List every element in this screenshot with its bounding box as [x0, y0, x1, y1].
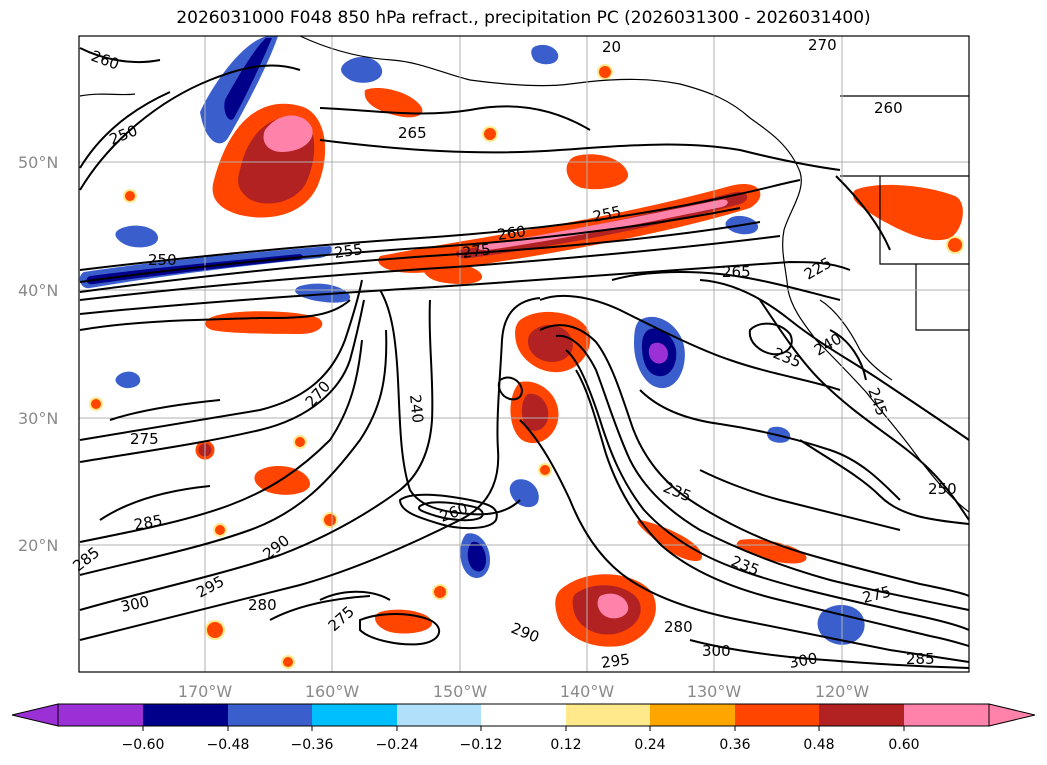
- colorbar-segment: [58, 704, 143, 726]
- refractivity-contours: [79, 47, 970, 669]
- precip-area-blue: [531, 44, 559, 65]
- precip-area-darkblue: [224, 38, 272, 120]
- contour-label: 270: [808, 36, 837, 54]
- precip-spot: [281, 655, 295, 669]
- contour-label: 295: [600, 650, 631, 672]
- precip-area-orange: [637, 520, 703, 562]
- precip-area-purple: [648, 342, 668, 364]
- longitude-labels: 170°W 160°W 150°W 140°W 130°W 120°W: [178, 682, 870, 701]
- colorbar-high-extension: [988, 703, 1036, 727]
- colorbar-segment: [650, 704, 735, 726]
- contour-label: 250: [928, 480, 957, 498]
- contour-label: 260: [496, 222, 527, 244]
- contour-label: 20: [602, 38, 621, 56]
- precip-area-darkred: [521, 393, 549, 431]
- contour-label: 260: [874, 99, 903, 117]
- contour-label: 255: [333, 240, 364, 262]
- colorbar-segment: [566, 704, 650, 726]
- precip-spot: [432, 584, 448, 600]
- precip-area-darkblue: [467, 541, 486, 572]
- lat-label: 20°N: [18, 536, 58, 555]
- precip-area-orange: [205, 311, 323, 334]
- colorbar-segment: [819, 704, 904, 726]
- contour-label: 300: [119, 592, 151, 616]
- precip-area-pink: [597, 593, 629, 619]
- precip-spot: [89, 397, 103, 411]
- precip-area-orange: [566, 154, 629, 190]
- colorbar-tick-label: −0.48: [207, 737, 250, 753]
- contour-label: 255: [591, 202, 623, 226]
- contour-label: 285: [906, 650, 935, 668]
- precip-area-blue: [817, 605, 865, 645]
- colorbar-segment: [904, 704, 989, 726]
- lon-label: 170°W: [178, 682, 233, 701]
- latitude-labels: 50°N 40°N 30°N 20°N: [18, 153, 58, 555]
- colorbar-outline: [57, 703, 990, 727]
- precip-spot: [293, 435, 307, 449]
- colorbar-tick-label: −0.60: [122, 737, 165, 753]
- colorbar-tick-label: −0.12: [460, 737, 503, 753]
- map-frame: [78, 35, 970, 673]
- contour-label: 275: [461, 240, 492, 262]
- lon-label: 120°W: [815, 682, 870, 701]
- colorbar: −0.60 −0.48 −0.36 −0.24 −0.12 0.12 0.24 …: [11, 703, 1036, 753]
- lon-label: 150°W: [433, 682, 488, 701]
- contour-label: 275: [130, 430, 159, 448]
- precip-area-pink: [263, 115, 313, 152]
- precip-area-blue: [115, 371, 141, 389]
- contour-label: 265: [722, 263, 751, 281]
- colorbar-segment: [228, 704, 312, 726]
- colorbar-segment: [312, 704, 397, 726]
- lat-label: 30°N: [18, 409, 58, 428]
- colorbar-segment: [143, 704, 228, 726]
- contour-label: 265: [398, 124, 427, 142]
- colorbar-segment: [397, 704, 481, 726]
- colorbar-low-extension: [11, 703, 59, 727]
- precip-spot: [123, 189, 137, 203]
- precip-spot: [482, 126, 498, 142]
- contour-label: 280: [664, 618, 693, 636]
- contour-label: 300: [788, 649, 819, 672]
- colorbar-tick-label: 0.60: [888, 737, 919, 753]
- contour-label: 280: [248, 596, 277, 614]
- precip-spot: [597, 64, 613, 80]
- colorbar-segment: [735, 704, 819, 726]
- colorbar-tick-label: −0.36: [291, 737, 334, 753]
- colorbar-tick-label: 0.48: [803, 737, 834, 753]
- precip-area-blue: [341, 56, 383, 83]
- precip-spot: [538, 463, 552, 477]
- lon-label: 140°W: [560, 682, 615, 701]
- precip-spot: [205, 620, 225, 640]
- contour-label: 240: [406, 394, 427, 424]
- precip-spot: [946, 236, 964, 254]
- lon-label: 160°W: [305, 682, 360, 701]
- lon-label: 130°W: [687, 682, 742, 701]
- precip-area-blue: [509, 479, 539, 508]
- colorbar-tick-label: 0.36: [719, 737, 750, 753]
- lat-label: 50°N: [18, 153, 58, 172]
- contour-label: 300: [702, 642, 731, 660]
- map-title: 2026031000 F048 850 hPa refract., precip…: [176, 8, 871, 28]
- precip-area-orange: [364, 87, 423, 118]
- colorbar-segment: [481, 704, 566, 726]
- precip-spot: [213, 523, 227, 537]
- precip-area-blue: [115, 225, 158, 248]
- contour-label: 285: [133, 511, 164, 534]
- precip-area-darkred: [528, 325, 573, 362]
- lat-label: 40°N: [18, 281, 58, 300]
- colorbar-tick-label: −0.24: [376, 737, 419, 753]
- contour-labels: 260 250 265 270 260 250 255 260 275 255 …: [69, 36, 956, 672]
- contour-label: 250: [148, 251, 177, 269]
- graticule: [79, 36, 969, 672]
- precip-area-blue: [295, 283, 351, 303]
- colorbar-tick-label: 0.12: [550, 737, 581, 753]
- colorbar-tick-label: 0.24: [634, 737, 665, 753]
- precip-spot: [322, 512, 338, 528]
- coastline: [79, 35, 970, 513]
